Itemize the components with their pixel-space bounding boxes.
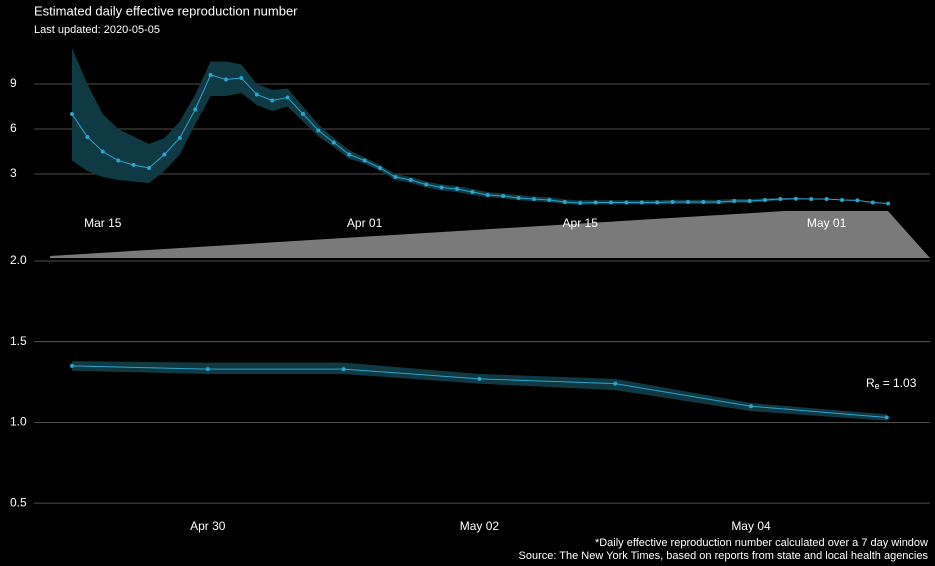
- point: [884, 415, 889, 420]
- point: [147, 166, 151, 170]
- point: [593, 200, 598, 205]
- point: [732, 199, 737, 203]
- point: [239, 76, 244, 80]
- footnote: *Daily effective reproduction number cal…: [595, 537, 928, 549]
- source: Source: The New York Times, based on rep…: [519, 550, 929, 562]
- chart-title: Estimated daily effective reproduction n…: [34, 3, 298, 18]
- point: [193, 107, 198, 112]
- point: [609, 200, 613, 205]
- point: [547, 197, 552, 202]
- point: [301, 112, 305, 116]
- point: [809, 197, 814, 202]
- point: [686, 200, 690, 205]
- point: [624, 200, 629, 205]
- confidence-band: [72, 361, 887, 421]
- y-tick-label: 9: [10, 76, 17, 90]
- x-tick-label: Apr 01: [347, 216, 383, 230]
- point: [485, 193, 490, 197]
- chart-subtitle: Last updated: 2020-05-05: [34, 24, 160, 36]
- point: [470, 190, 475, 194]
- point: [477, 376, 482, 381]
- x-tick-label: Mar 15: [84, 216, 122, 230]
- y-tick-label: 2.0: [10, 253, 27, 267]
- point: [439, 185, 444, 190]
- line: [71, 74, 889, 205]
- point: [70, 112, 74, 116]
- point: [85, 134, 90, 139]
- point: [516, 196, 521, 200]
- point: [886, 201, 891, 206]
- point: [316, 128, 321, 133]
- point: [562, 200, 567, 205]
- point: [613, 381, 618, 386]
- x-tick-label: May 01: [807, 216, 847, 230]
- point: [747, 199, 752, 203]
- annotation: Re = 1.03: [866, 376, 917, 391]
- point: [670, 200, 675, 205]
- point: [162, 152, 167, 157]
- x-tick-label: Apr 15: [563, 216, 599, 230]
- point: [331, 140, 336, 145]
- point: [408, 178, 413, 182]
- point: [655, 200, 660, 205]
- point: [254, 92, 259, 97]
- point: [208, 73, 213, 77]
- point: [131, 163, 136, 167]
- point: [855, 198, 860, 203]
- annotation-symbol: R: [866, 376, 875, 390]
- point: [639, 200, 644, 205]
- point: [455, 187, 459, 191]
- point: [870, 200, 875, 205]
- y-tick-label: 1.5: [10, 334, 27, 348]
- point: [793, 196, 798, 201]
- y-tick-label: 1.0: [10, 415, 27, 429]
- point: [341, 367, 346, 372]
- y-tick-label: 3: [10, 166, 17, 180]
- point: [100, 149, 105, 154]
- point: [716, 200, 721, 205]
- point: [824, 197, 829, 202]
- x-tick-label: Apr 30: [190, 519, 226, 533]
- point: [763, 197, 767, 202]
- point: [701, 200, 706, 205]
- point: [270, 98, 275, 103]
- x-tick-label: May 04: [731, 519, 771, 533]
- point: [501, 194, 506, 199]
- zoom-connector: [50, 211, 930, 258]
- confidence-band: [72, 48, 889, 205]
- point: [749, 404, 753, 409]
- point: [347, 152, 352, 157]
- point: [578, 200, 583, 205]
- point: [393, 175, 398, 179]
- point: [224, 77, 228, 82]
- annotation-text: = 1.03: [883, 376, 917, 390]
- point: [378, 166, 382, 170]
- point: [205, 367, 210, 372]
- point: [70, 363, 74, 368]
- point: [362, 158, 367, 163]
- point: [424, 182, 429, 187]
- point: [285, 95, 290, 100]
- point: [532, 197, 536, 202]
- point: [177, 136, 182, 140]
- annotation-subscript: e: [875, 381, 880, 391]
- point: [778, 197, 783, 202]
- point: [840, 197, 844, 202]
- y-tick-label: 0.5: [10, 495, 27, 509]
- point: [116, 158, 121, 163]
- x-tick-label: May 02: [460, 519, 500, 533]
- y-tick-label: 6: [10, 121, 17, 135]
